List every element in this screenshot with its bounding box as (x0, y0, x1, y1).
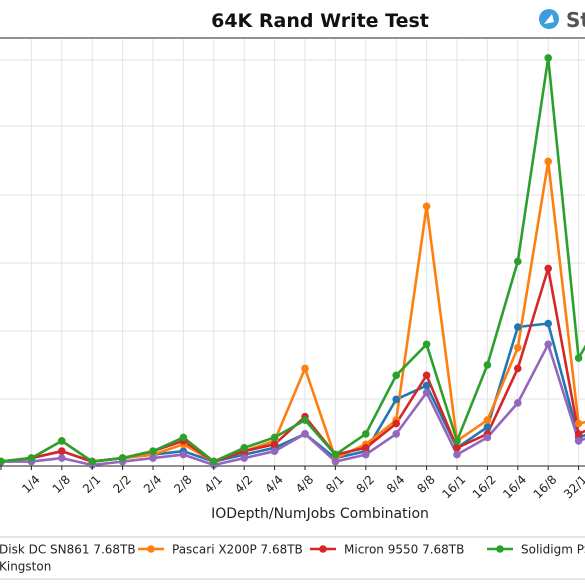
data-point (149, 454, 157, 462)
data-point (514, 399, 522, 407)
series-line (0, 56, 585, 463)
data-point (514, 343, 522, 352)
data-point (544, 340, 552, 349)
series-line (0, 160, 585, 463)
data-point (422, 388, 431, 397)
x-tick-label: 2/1 (80, 472, 104, 496)
data-point (240, 454, 248, 462)
data-point (210, 457, 218, 466)
x-tick-label: 16/8 (531, 472, 560, 501)
x-tick-label: 4/4 (262, 472, 286, 496)
data-point (422, 340, 431, 349)
logo-text: St (566, 8, 585, 32)
legend-label: Pascari X200P 7.68TB (172, 543, 303, 557)
legend-swatch-marker (147, 545, 155, 553)
data-point (574, 419, 583, 428)
data-point (483, 423, 492, 431)
data-point (453, 437, 461, 445)
data-point (514, 323, 522, 331)
legend-label: Disk DC SN861 7.68TB (0, 543, 136, 557)
data-point (483, 433, 492, 442)
legend-swatch-marker (319, 545, 327, 553)
data-point (179, 433, 188, 442)
data-point (88, 457, 96, 466)
data-point (270, 440, 279, 449)
data-point (422, 202, 431, 211)
data-point (58, 447, 66, 456)
x-tick-label: 1/4 (19, 472, 43, 496)
x-axis-ticks: 1/4 1/8 2/1 2/2 2/4 2/8 4/1 4/2 4/4 4/8 8/1 8/2 8/4 8… (0, 466, 585, 501)
data-point (574, 437, 583, 445)
data-point (301, 430, 309, 438)
x-tick-label: 16/1 (439, 472, 468, 501)
data-point (331, 457, 340, 466)
data-point (240, 444, 248, 452)
data-point (362, 450, 370, 459)
data-point (544, 264, 552, 273)
data-point (514, 364, 522, 373)
data-point (514, 257, 522, 266)
series-line (1, 342, 585, 467)
chart-title: 64K Rand Write Test (211, 10, 429, 32)
x-tick-label: 2/4 (141, 472, 165, 496)
data-point (422, 381, 431, 390)
legend-swatch-marker (496, 545, 504, 553)
x-tick-label: 16/2 (470, 472, 499, 501)
x-tick-label: 8/1 (323, 472, 347, 496)
data-point (301, 416, 309, 424)
data-point (422, 371, 431, 380)
data-point (392, 430, 401, 438)
data-point (453, 450, 461, 459)
x-tick-label: 8/8 (414, 472, 438, 496)
plot-area (0, 37, 585, 467)
x-tick-label: 4/1 (202, 472, 226, 496)
data-point (362, 444, 370, 452)
data-point (58, 454, 66, 462)
data-point (179, 450, 188, 459)
series-line (0, 267, 585, 463)
legend-label: Micron 9550 7.68TB (344, 543, 464, 557)
data-point (0, 457, 5, 466)
data-point (483, 361, 492, 369)
data-point (392, 371, 401, 380)
x-tick-label: 1/8 (50, 472, 74, 496)
logo-mark-icon (544, 14, 554, 24)
data-point (544, 54, 552, 62)
legend-label: Kingston (0, 560, 51, 574)
series-layer (0, 54, 585, 469)
x-tick-label: 8/2 (354, 472, 378, 496)
data-point (392, 419, 401, 428)
x-tick-label: 2/8 (171, 472, 195, 496)
data-point (362, 430, 370, 438)
x-tick-label: 4/8 (293, 472, 317, 496)
data-point (574, 354, 583, 362)
data-point (453, 444, 461, 452)
data-point (270, 433, 279, 442)
data-point (544, 157, 552, 166)
brand-logo: St (539, 8, 585, 32)
data-point (301, 364, 309, 373)
x-tick-label: 32/1 (561, 472, 585, 501)
data-point (149, 447, 157, 456)
legend-label: Solidigm PS1010 7.68TB (521, 543, 585, 557)
data-point (118, 454, 127, 462)
x-tick-label: 4/2 (232, 472, 256, 496)
legend-frame (0, 536, 585, 580)
x-tick-label: 2/2 (110, 472, 134, 496)
data-point (483, 416, 492, 424)
data-point (544, 319, 552, 328)
data-point (270, 447, 279, 456)
data-point (392, 395, 401, 404)
legend: Disk DC SN861 7.68TB Pascari X200P 7.68TB… (0, 543, 585, 574)
x-tick-label: 16/4 (500, 472, 529, 501)
data-point (27, 454, 36, 462)
data-point (331, 450, 340, 459)
x-tick-label: 8/4 (384, 472, 408, 496)
data-point (574, 430, 583, 438)
x-axis-label: IODepth/NumJobs Combination (211, 506, 429, 522)
data-point (58, 437, 66, 445)
